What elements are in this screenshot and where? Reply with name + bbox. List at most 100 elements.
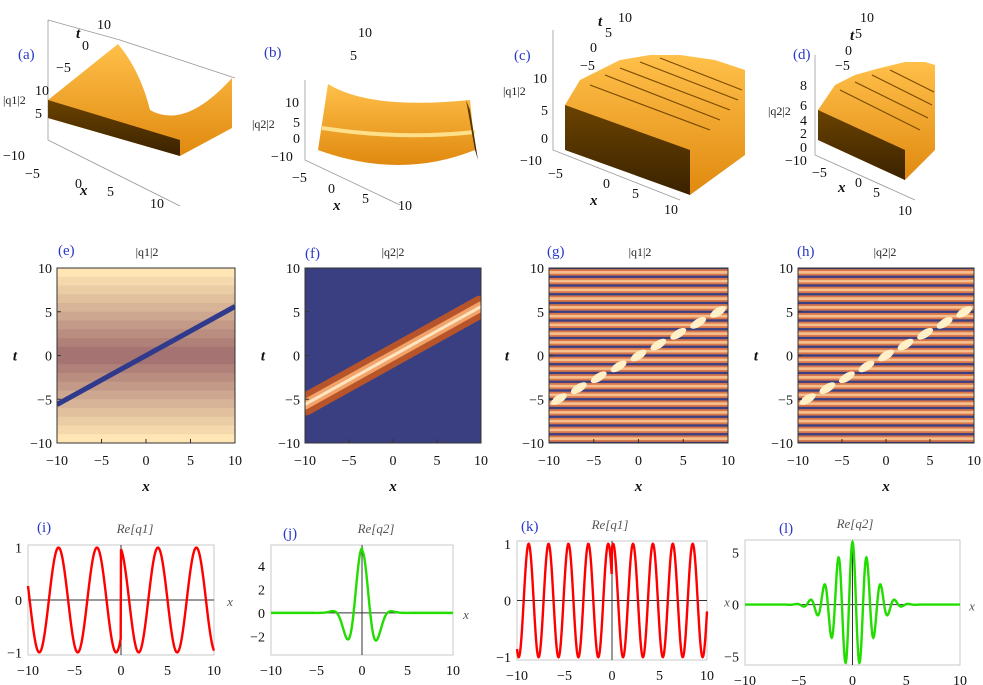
heatmap-band bbox=[57, 329, 235, 339]
panel-e-label: (e) bbox=[58, 243, 75, 259]
y-tick-label: −10 bbox=[522, 437, 544, 452]
y-tick-label: −2 bbox=[250, 630, 265, 645]
heatmap-stripe-core bbox=[798, 279, 974, 283]
heatmap-stripe-core bbox=[798, 271, 974, 274]
soliton-peak bbox=[650, 338, 667, 351]
panel-d-xtick-3: 5 bbox=[873, 186, 880, 201]
panel-c-zlabel: |q1|2 bbox=[503, 84, 526, 98]
panel-l-series-line bbox=[745, 539, 960, 665]
panel-i-series-line bbox=[26, 546, 216, 654]
x-tick-label: −5 bbox=[94, 454, 109, 469]
panel-c-ttick-3: 10 bbox=[618, 11, 632, 26]
heatmap-stripe-core bbox=[549, 384, 728, 388]
heatmap-band bbox=[57, 434, 235, 443]
panel-c-ztick-1: 5 bbox=[541, 104, 548, 119]
x-tick-label: 5 bbox=[927, 454, 934, 469]
panel-g-heatmap bbox=[549, 268, 728, 443]
x-tick-label: 0 bbox=[635, 454, 642, 469]
x-tick-label: 0 bbox=[359, 664, 366, 679]
panel-b: (b) 10 5 0 |q2|2 −10 −5 0 5 10 x 5 10 bbox=[252, 26, 478, 214]
panel-l-label: (l) bbox=[779, 521, 793, 537]
heatmap-band bbox=[57, 425, 235, 436]
heatmap-stripe-core bbox=[798, 367, 974, 370]
y-tick-label: −5 bbox=[37, 393, 52, 408]
panel-k-title: Re[q1] bbox=[591, 517, 629, 532]
panel-l-title: Re[q2] bbox=[836, 516, 874, 531]
x-tick-label: 0 bbox=[390, 454, 397, 469]
x-tick-label: −10 bbox=[260, 664, 282, 679]
soliton-peak bbox=[610, 360, 627, 373]
heatmap-stripe-core bbox=[549, 323, 728, 327]
soliton-peak bbox=[551, 393, 567, 405]
heatmap-band bbox=[57, 311, 235, 322]
soliton-peak bbox=[936, 316, 953, 329]
heatmap-band bbox=[57, 346, 235, 357]
panel-a-ttick-0: −5 bbox=[56, 61, 71, 76]
heatmap-stripe-core bbox=[549, 428, 728, 432]
panel-g-ylabel: t bbox=[505, 349, 510, 365]
y-tick-label: −10 bbox=[278, 437, 300, 452]
y-tick-label: 0 bbox=[504, 595, 511, 610]
x-tick-label: 0 bbox=[609, 669, 616, 684]
x-tick-label: 0 bbox=[118, 664, 125, 679]
panel-j-title: Re[q2] bbox=[357, 521, 395, 536]
panel-b-xtick-2: 0 bbox=[328, 182, 335, 197]
y-tick-label: −5 bbox=[724, 651, 739, 666]
panel-c-ttick-0: −5 bbox=[580, 59, 595, 74]
soliton-peak bbox=[878, 349, 894, 362]
y-tick-label: −5 bbox=[529, 393, 544, 408]
heatmap-stripe-core bbox=[798, 332, 974, 335]
panel-a-xtick-1: −5 bbox=[25, 167, 40, 182]
y-tick-label: 1 bbox=[504, 538, 511, 553]
heatmap-stripe-core bbox=[798, 384, 974, 388]
panel-d-xlabel: x bbox=[837, 180, 846, 196]
panel-e-heatmap bbox=[57, 268, 235, 443]
heatmap-stripe-core bbox=[798, 376, 974, 379]
y-tick-label: 5 bbox=[786, 306, 793, 321]
heatmap-stripe-core bbox=[549, 341, 728, 344]
panel-b-ztick-0: 10 bbox=[285, 96, 299, 111]
heatmap-band bbox=[57, 399, 235, 409]
panel-a-ztick-0: 10 bbox=[35, 84, 49, 99]
panel-d-ztick-0: 8 bbox=[800, 79, 807, 94]
heatmap-band bbox=[57, 390, 235, 401]
x-tick-label: −10 bbox=[46, 454, 68, 469]
heatmap-stripe-core bbox=[798, 437, 974, 440]
panel-c-surface bbox=[565, 55, 745, 195]
panel-h-ylabel: t bbox=[754, 349, 759, 365]
panel-l-xlabel: x bbox=[968, 599, 975, 614]
panel-g-label: (g) bbox=[547, 244, 565, 260]
y-tick-label: −5 bbox=[778, 393, 793, 408]
panel-b-ztick-1: 5 bbox=[293, 116, 300, 131]
panel-c-ridges bbox=[589, 57, 743, 131]
panel-d-ttick-3: 10 bbox=[860, 11, 874, 26]
x-tick-label: 5 bbox=[434, 454, 441, 469]
soliton-peak bbox=[917, 327, 934, 340]
x-tick-label: −5 bbox=[67, 664, 82, 679]
heatmap-band bbox=[57, 303, 235, 313]
panel-c-label: (c) bbox=[514, 48, 531, 64]
soliton-peak bbox=[570, 382, 587, 395]
panel-d-label: (d) bbox=[793, 47, 811, 63]
panel-f: −10 −5 0 5 10 −10 −5 0 5 10 (f) |q2|2 x t bbox=[261, 245, 488, 495]
panel-j-xlabel: x bbox=[462, 607, 469, 622]
panel-b-xtick-1: −5 bbox=[292, 171, 307, 186]
panel-d-ztick-2: 4 bbox=[800, 114, 807, 129]
panel-j: −10 −5 0 5 10 4 2 0 −2 (j) Re[q2] x bbox=[250, 521, 469, 679]
y-tick-label: 0 bbox=[293, 350, 300, 365]
x-tick-label: −10 bbox=[17, 664, 39, 679]
x-tick-label: 5 bbox=[656, 669, 663, 684]
panel-a-ztick: −10 bbox=[3, 149, 25, 164]
y-tick-label: 10 bbox=[530, 262, 544, 277]
panel-c-ttick-2: 5 bbox=[605, 26, 612, 41]
panel-k-xlabel: x bbox=[723, 595, 730, 610]
heatmap-stripe-core bbox=[549, 411, 728, 414]
x-tick-label: 5 bbox=[404, 664, 411, 679]
panel-a-label: (a) bbox=[18, 47, 35, 63]
soliton-peak bbox=[799, 393, 816, 405]
panel-d-ztick-4: 0 bbox=[800, 141, 807, 156]
x-tick-label: −10 bbox=[538, 454, 560, 469]
soliton-core bbox=[305, 305, 481, 406]
heatmap-band bbox=[57, 381, 235, 392]
